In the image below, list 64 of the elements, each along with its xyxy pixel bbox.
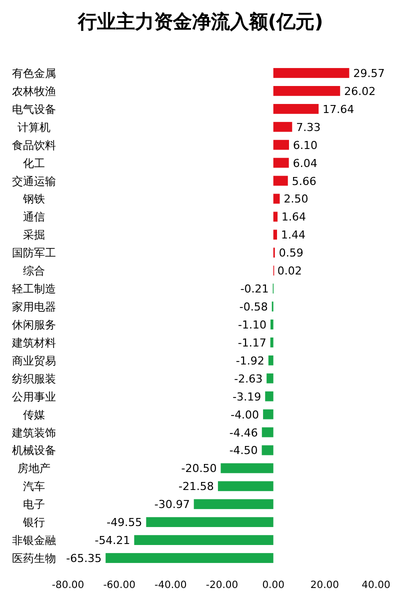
data-label: -1.17 [238,336,266,350]
y-tick-label: 建筑材料 [11,336,56,350]
data-label: -3.19 [232,390,262,404]
data-label: -4.00 [230,408,260,422]
title: 行业主力资金净流入额(亿元) [78,11,324,33]
x-tick-label: 0.00 [262,580,284,591]
data-label: 17.64 [322,102,354,116]
y-tick-label: 商业贸易 [12,354,56,368]
y-tick-label: 化工 [23,156,45,170]
data-label: 6.04 [292,156,318,170]
x-tick-label: -80.00 [52,580,84,591]
data-label: 5.66 [292,174,316,188]
y-tick-label: 通信 [23,210,45,224]
data-label: -0.21 [240,282,269,296]
data-label: 0.59 [278,246,304,260]
data-label: -1.92 [236,354,264,368]
y-tick-label: 纺织服装 [12,372,56,386]
data-label: -4.50 [229,444,258,458]
y-tick-label: 计算机 [18,120,50,134]
data-label: -1.10 [238,318,267,332]
data-label: 0.02 [277,264,302,278]
data-label: -21.58 [178,480,214,494]
data-label: 6.10 [292,138,318,152]
y-tick-label: 交通运输 [12,174,56,188]
data-label: -54.21 [94,534,130,548]
y-tick-label: 传媒 [23,408,45,422]
y-tick-label: 食品饮料 [12,138,56,152]
y-tick-label: 休闲服务 [12,318,56,332]
y-tick-label: 建筑装饰 [11,426,56,440]
data-label: -49.55 [106,516,142,530]
data-label: -65.35 [66,552,102,566]
y-tick-label: 农林牧渔 [12,84,56,98]
y-tick-label: 轻工制造 [12,282,56,296]
x-tick-label: 20.00 [310,580,339,591]
y-tick-label: 银行 [22,516,45,530]
y-tick-label: 电气设备 [12,102,56,116]
data-label: -4.46 [229,426,258,440]
data-label: -0.58 [239,300,268,314]
y-tick-label: 综合 [23,264,45,278]
y-tick-label: 医药生物 [12,552,56,566]
y-tick-label: 钢铁 [22,192,45,206]
data-label: -30.97 [154,498,190,512]
data-label: 2.50 [284,192,308,206]
data-label: 1.44 [281,228,306,242]
y-tick-label: 汽车 [23,480,45,494]
data-label: 26.02 [344,84,376,98]
y-tick-label: 采掘 [23,228,45,242]
y-tick-label: 有色金属 [12,66,56,80]
y-tick-label: 电子 [23,498,45,512]
y-tick-label: 家用电器 [12,300,56,314]
y-tick-label: 国防军工 [12,246,56,260]
y-tick-label: 公用事业 [12,390,56,404]
data-label: 7.33 [296,120,321,134]
data-label: 1.64 [282,210,306,224]
y-tick-label: 非银金融 [12,534,56,548]
x-tick-label: -40.00 [154,580,187,591]
data-label: -20.50 [181,462,217,476]
y-tick-label: 机械设备 [12,444,56,458]
y-tick-label: 房地产 [18,462,50,476]
x-tick-label: -60.00 [103,580,136,591]
x-tick-label: -20.00 [206,580,238,591]
data-label: 29.57 [353,66,385,80]
data-label: -2.63 [234,372,263,386]
x-tick-label: 40.00 [362,580,390,591]
